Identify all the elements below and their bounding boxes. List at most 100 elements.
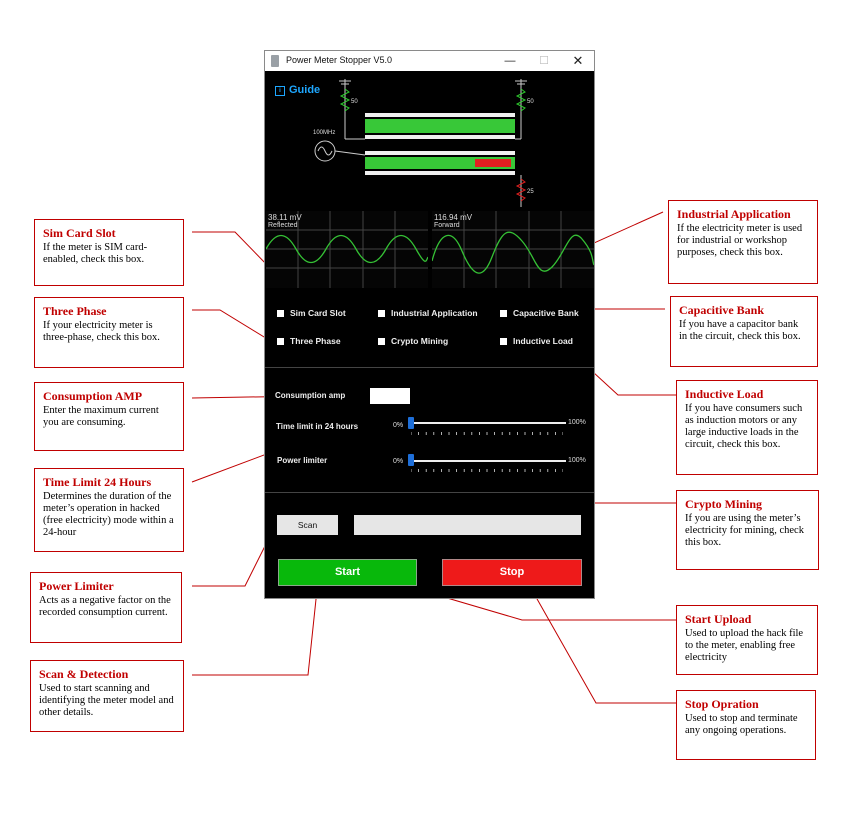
- checkbox-industrial-application[interactable]: Industrial Application: [378, 308, 478, 318]
- signal-source: 100MHz: [313, 130, 366, 162]
- checkbox-box[interactable]: [500, 338, 507, 345]
- consumption-amp-label: Consumption amp: [275, 391, 346, 400]
- checkbox-label: Three Phase: [290, 336, 341, 346]
- scan-button[interactable]: Scan: [277, 515, 338, 535]
- time-limit-max: 100%: [568, 419, 586, 426]
- annotation-power-limiter: Power Limiter Acts as a negative factor …: [30, 572, 182, 643]
- annotation-title: Industrial Application: [677, 207, 791, 221]
- divider: [265, 367, 594, 368]
- circuit-diagram: 50 50 25 100MHz: [313, 79, 534, 207]
- power-limiter-track: [408, 460, 566, 462]
- checkbox-label: Sim Card Slot: [290, 308, 346, 318]
- annotation-title: Scan & Detection: [39, 667, 129, 681]
- scope-grid-reflected: [265, 211, 429, 288]
- svg-text:50: 50: [351, 99, 358, 105]
- checkbox-capacitive-bank[interactable]: Capacitive Bank: [500, 308, 579, 318]
- checkbox-box[interactable]: [277, 310, 284, 317]
- checkbox-label: Inductive Load: [513, 336, 573, 346]
- maximize-button[interactable]: ☐: [539, 55, 549, 67]
- checkbox-inductive-load[interactable]: Inductive Load: [500, 336, 573, 346]
- annotation-desc: Used to stop and terminate any ongoing o…: [685, 713, 798, 736]
- svg-text:25: 25: [527, 189, 534, 195]
- consumption-amp-input[interactable]: [370, 388, 410, 404]
- annotation-title: Three Phase: [43, 304, 107, 318]
- annotation-scan-detection: Scan & Detection Used to start scanning …: [30, 660, 184, 732]
- power-limiter-label: Power limiter: [277, 456, 328, 465]
- annotation-desc: Enter the maximum current you are consum…: [43, 405, 159, 428]
- time-limit-track: [408, 422, 566, 424]
- time-limit-slider-thumb[interactable]: [408, 417, 414, 429]
- annotation-desc: If you are using the meter’s electricity…: [685, 513, 804, 548]
- title-bar: Power Meter Stopper V5.0 — ☐ ✕: [265, 51, 594, 71]
- scope-forward: 116.94 mV Forward: [431, 211, 594, 288]
- annotation-desc: If the meter is SIM card-enabled, check …: [43, 242, 148, 265]
- resistor-top-right: 50: [515, 79, 534, 139]
- checkbox-box[interactable]: [277, 338, 284, 345]
- annotation-desc: If your electricity meter is three-phase…: [43, 320, 160, 343]
- annotation-desc: Determines the duration of the meter’s o…: [43, 491, 174, 538]
- svg-text:50: 50: [527, 99, 534, 105]
- checkbox-label: Crypto Mining: [391, 336, 449, 346]
- reflected-label: Reflected: [268, 222, 298, 229]
- annotation-industrial-application: Industrial Application If the electricit…: [668, 200, 818, 284]
- annotation-title: Capacitive Bank: [679, 303, 765, 317]
- close-button[interactable]: ✕: [572, 53, 584, 68]
- checkbox-sim-card-slot[interactable]: Sim Card Slot: [277, 308, 346, 318]
- svg-text:100MHz: 100MHz: [313, 130, 335, 136]
- annotation-consumption-amp: Consumption AMP Enter the maximum curren…: [34, 382, 184, 451]
- coupler-body: [345, 113, 521, 175]
- annotation-three-phase: Three Phase If your electricity meter is…: [34, 297, 184, 368]
- guide-label: Guide: [289, 84, 321, 96]
- annotation-crypto-mining: Crypto Mining If you are using the meter…: [676, 490, 819, 570]
- app-window: Power Meter Stopper V5.0 — ☐ ✕ i Guide 50…: [264, 50, 595, 599]
- checkbox-box[interactable]: [378, 310, 385, 317]
- time-limit-ticks: [411, 432, 563, 435]
- annotation-title: Crypto Mining: [685, 497, 763, 511]
- annotation-title: Inductive Load: [685, 387, 764, 401]
- annotation-desc: Used to start scanning and identifying t…: [39, 683, 174, 718]
- reflected-value: 38.11 mV: [268, 213, 302, 222]
- annotation-title: Power Limiter: [39, 579, 114, 593]
- checkbox-three-phase[interactable]: Three Phase: [277, 336, 341, 346]
- info-icon: i: [275, 86, 285, 96]
- scan-progress-bar: [354, 515, 581, 535]
- time-limit-label: Time limit in 24 hours: [276, 422, 359, 431]
- annotation-desc: Acts as a negative factor on the recorde…: [39, 595, 171, 618]
- annotation-desc: If you have a capacitor bank in the circ…: [679, 319, 801, 342]
- scope-grid-forward: [431, 211, 594, 288]
- annotation-stop-opration: Stop Opration Used to stop and terminate…: [676, 690, 816, 760]
- resistor-top-left: 50: [339, 79, 358, 139]
- power-limiter-ticks: [411, 469, 563, 472]
- annotation-desc: If you have consumers such as induction …: [685, 403, 803, 450]
- minimize-button[interactable]: —: [504, 55, 516, 67]
- checkbox-box[interactable]: [500, 310, 507, 317]
- checkbox-crypto-mining[interactable]: Crypto Mining: [378, 336, 448, 346]
- annotation-title: Sim Card Slot: [43, 226, 116, 240]
- time-limit-min: 0%: [393, 422, 404, 429]
- stop-button[interactable]: Stop: [442, 559, 582, 586]
- guide-link[interactable]: i Guide: [275, 84, 320, 96]
- annotation-start-upload: Start Upload Used to upload the hack fil…: [676, 605, 818, 675]
- divider: [265, 492, 594, 493]
- power-limiter-slider-thumb[interactable]: [408, 454, 414, 466]
- power-limiter-min: 0%: [393, 458, 404, 465]
- scope-reflected: 38.11 mV Reflected: [265, 211, 429, 288]
- resistor-bottom: 25: [515, 175, 534, 207]
- power-limiter-max: 100%: [568, 457, 586, 464]
- forward-label: Forward: [434, 222, 460, 229]
- annotation-capacitive-bank: Capacitive Bank If you have a capacitor …: [670, 296, 818, 367]
- annotation-title: Time Limit 24 Hours: [43, 475, 152, 489]
- annotation-desc: Used to upload the hack file to the mete…: [685, 628, 804, 663]
- checkbox-box[interactable]: [378, 338, 385, 345]
- annotation-title: Stop Opration: [685, 697, 759, 711]
- checkbox-label: Capacitive Bank: [513, 308, 579, 318]
- start-button[interactable]: Start: [278, 559, 417, 586]
- line-stop: [527, 582, 676, 704]
- annotation-sim-card-slot: Sim Card Slot If the meter is SIM card-e…: [34, 219, 184, 286]
- annotation-desc: If the electricity meter is used for ind…: [677, 223, 803, 258]
- annotation-time-limit: Time Limit 24 Hours Determines the durat…: [34, 468, 184, 552]
- window-title: Power Meter Stopper V5.0: [286, 55, 393, 65]
- app-icon: [271, 55, 279, 67]
- annotation-inductive-load: Inductive Load If you have consumers suc…: [676, 380, 818, 475]
- annotation-title: Start Upload: [685, 612, 752, 626]
